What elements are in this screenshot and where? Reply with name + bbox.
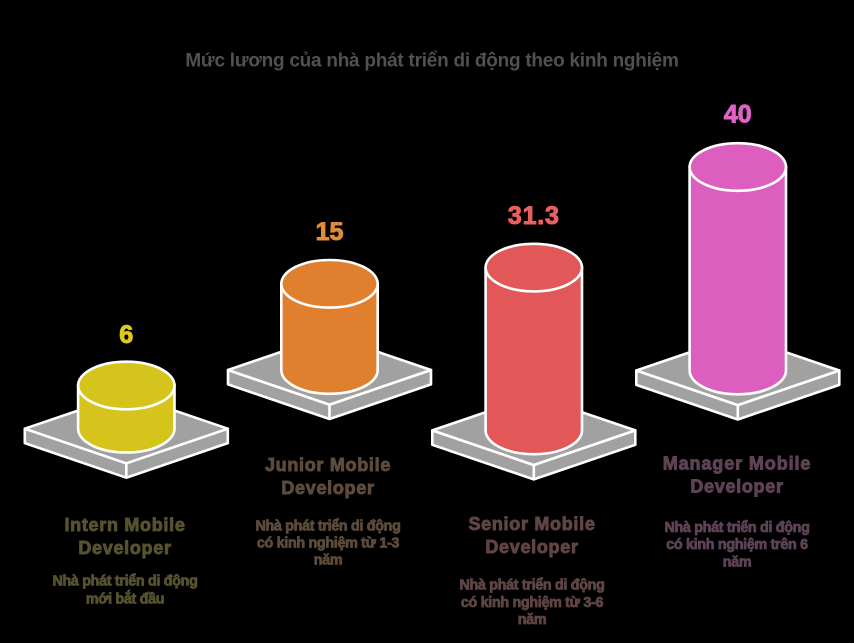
svg-text:Manager Mobile: Manager Mobile bbox=[663, 454, 812, 474]
svg-text:6: 6 bbox=[119, 321, 133, 349]
svg-text:40: 40 bbox=[724, 101, 752, 129]
svg-text:Senior Mobile: Senior Mobile bbox=[468, 514, 595, 534]
svg-text:năm: năm bbox=[723, 554, 752, 570]
svg-text:năm: năm bbox=[518, 612, 547, 628]
svg-text:có kinh nghiệm từ 1-3: có kinh nghiệm từ 1-3 bbox=[257, 535, 400, 551]
svg-text:mới bắt đầu: mới bắt đầu bbox=[86, 589, 164, 607]
svg-text:31.3: 31.3 bbox=[508, 202, 560, 230]
svg-text:Developer: Developer bbox=[690, 477, 783, 497]
svg-text:Developer: Developer bbox=[78, 538, 171, 558]
svg-text:Developer: Developer bbox=[281, 478, 374, 498]
svg-text:Mức lương của nhà phát triển d: Mức lương của nhà phát triển di động the… bbox=[185, 51, 678, 72]
svg-text:có kinh nghiệm trên 6: có kinh nghiệm trên 6 bbox=[666, 537, 808, 553]
svg-text:có kinh nghiệm từ 3-6: có kinh nghiệm từ 3-6 bbox=[461, 595, 604, 611]
svg-text:năm: năm bbox=[314, 552, 343, 568]
svg-text:Intern Mobile: Intern Mobile bbox=[64, 515, 185, 535]
svg-text:Junior Mobile: Junior Mobile bbox=[265, 455, 391, 475]
svg-text:Developer: Developer bbox=[485, 537, 578, 557]
svg-text:Nhà phát triển di động: Nhà phát triển di động bbox=[255, 518, 400, 534]
svg-text:Nhà phát triển di động: Nhà phát triển di động bbox=[664, 520, 809, 536]
svg-text:15: 15 bbox=[316, 218, 344, 246]
svg-text:Nhà phát triển di động: Nhà phát triển di động bbox=[52, 574, 197, 590]
svg-text:Nhà phát triển di động: Nhà phát triển di động bbox=[459, 578, 604, 594]
